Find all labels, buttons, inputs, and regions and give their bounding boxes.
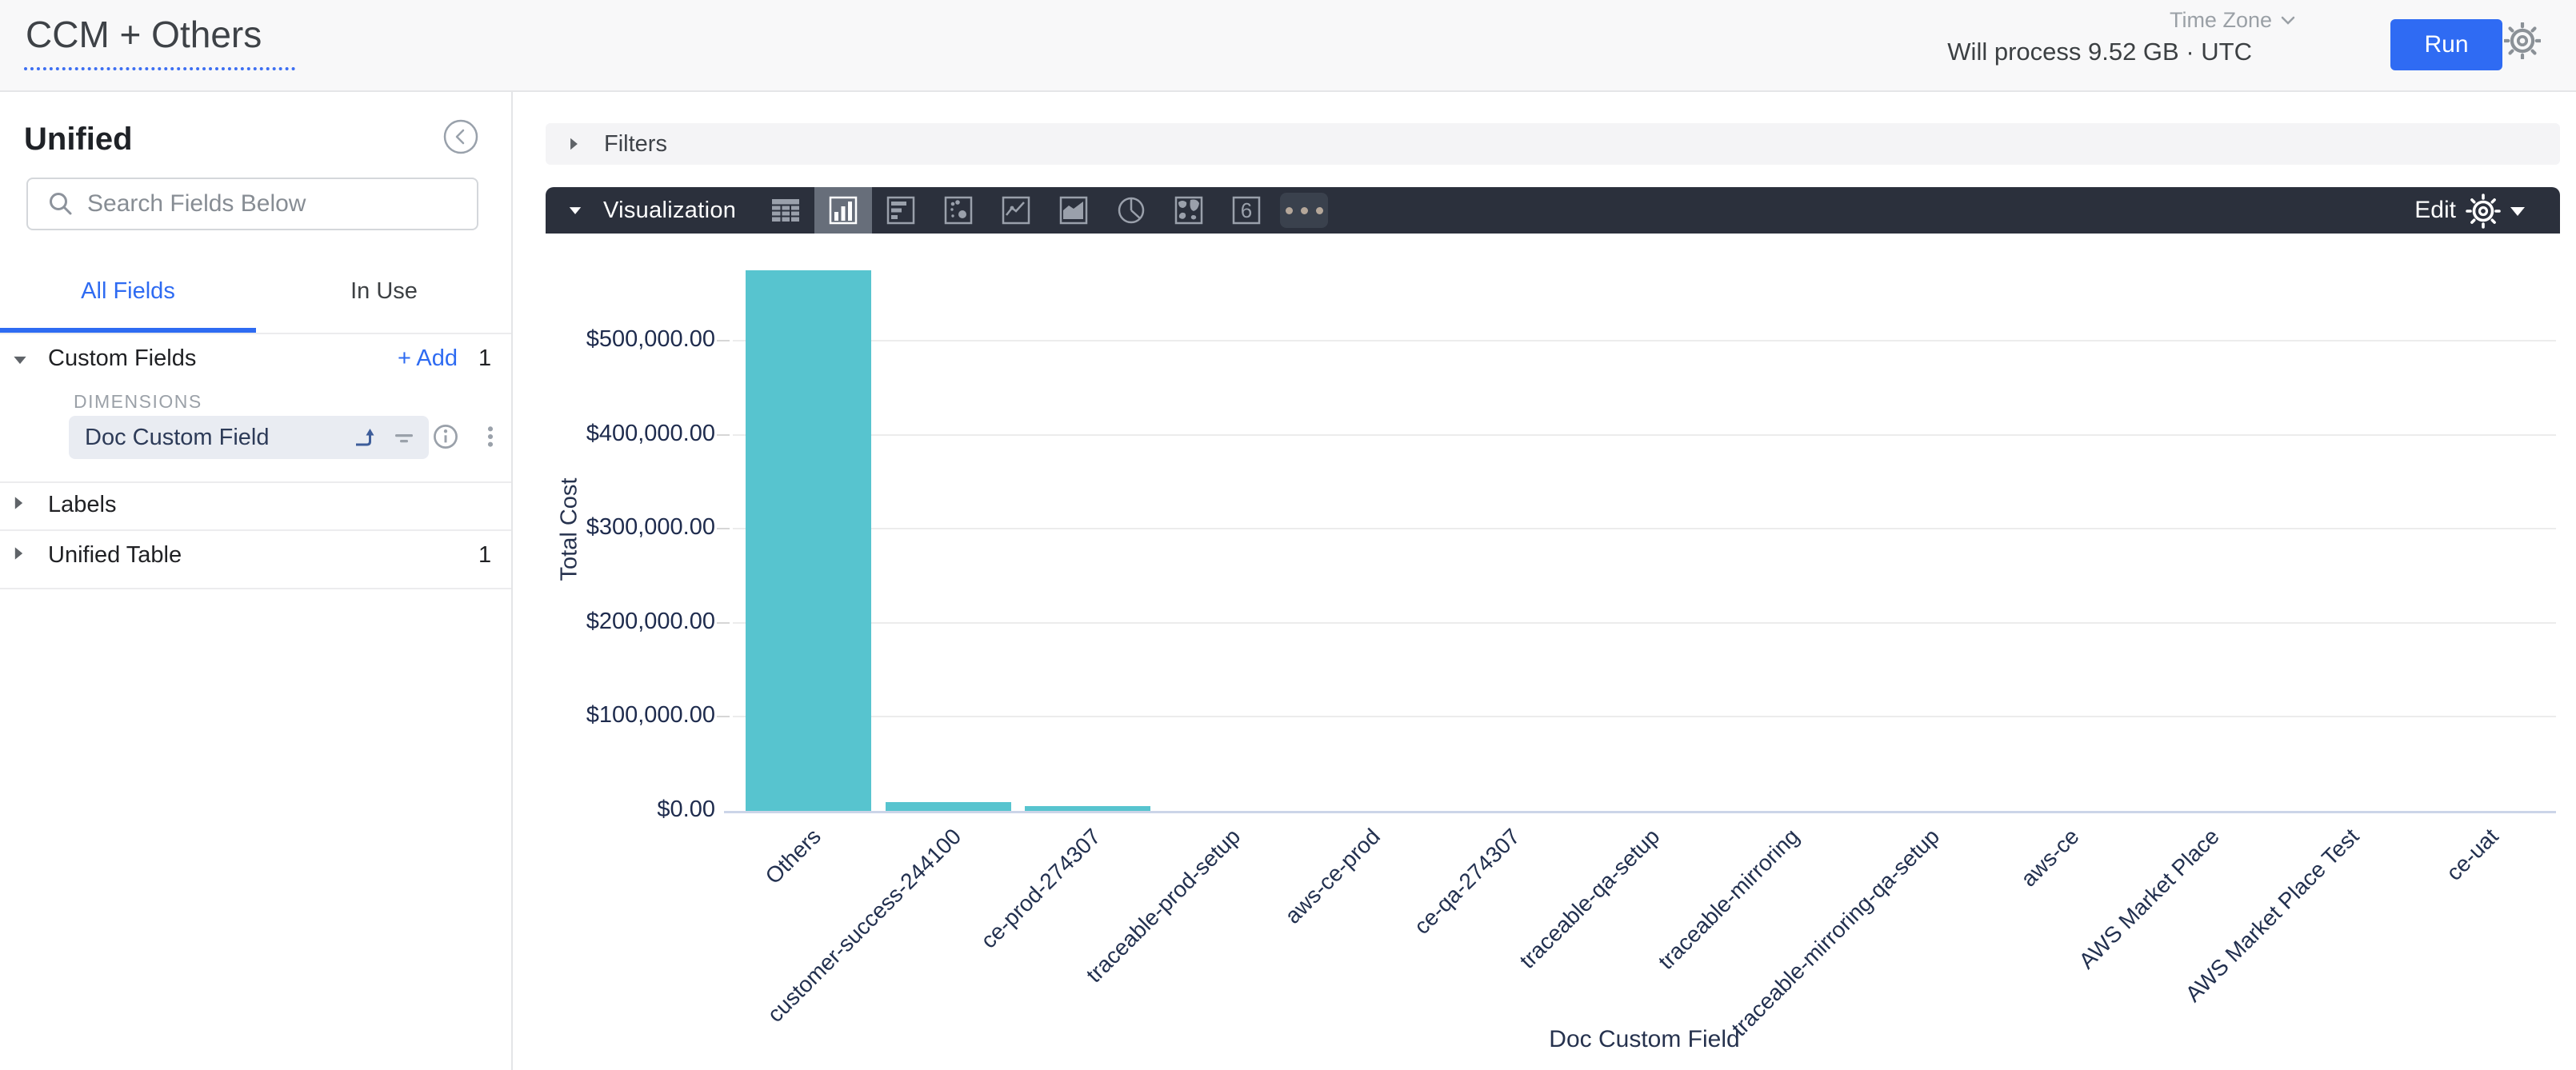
run-button[interactable]: Run [2390, 19, 2502, 70]
grid-line [733, 528, 2556, 530]
custom-fields-count: 1 [478, 345, 492, 371]
search-icon [50, 193, 72, 215]
scatter-chart-icon[interactable] [930, 187, 987, 234]
collapse-sidebar-icon[interactable] [442, 118, 479, 155]
more-chart-types-icon[interactable] [1275, 187, 1333, 234]
divider [0, 529, 511, 531]
visualization-section-toggle[interactable]: Visualization [568, 187, 736, 234]
bar[interactable] [886, 801, 1011, 811]
section-custom-fields[interactable]: Custom Fields [48, 345, 197, 371]
unified-table-count: 1 [478, 542, 492, 568]
column-chart-icon[interactable] [814, 187, 872, 234]
sidebar: Unified All Fields In Use Custom Fields … [0, 92, 513, 1070]
tab-all-fields[interactable]: All Fields [81, 278, 175, 304]
x-axis-baseline [724, 811, 2556, 813]
add-custom-field-button[interactable]: + Add [398, 345, 458, 371]
info-icon[interactable] [432, 423, 459, 450]
page-title: CCM + Others [24, 13, 296, 70]
y-tick-label: $500,000.00 [586, 326, 715, 352]
pivot-field-icon[interactable] [352, 425, 376, 449]
visualization-menu-caret-icon[interactable] [2510, 207, 2525, 216]
x-tick-label: customer-success-244100 [762, 824, 966, 1028]
y-tick-label: $300,000.00 [586, 514, 715, 541]
x-axis-title: Doc Custom Field [1549, 1026, 1740, 1052]
x-tick-label: ce-uat [2441, 824, 2503, 885]
field-doc-custom-field[interactable]: Doc Custom Field [69, 416, 429, 459]
y-axis-title: Total Cost [556, 477, 582, 581]
y-tick-label: $100,000.00 [586, 702, 715, 729]
divider [0, 333, 511, 334]
section-unified-table[interactable]: Unified Table [48, 542, 182, 568]
y-tick-label: $200,000.00 [586, 608, 715, 634]
y-axis-tick [717, 621, 730, 624]
query-meta: Time Zone Will process 9.52 GB · UTC [1947, 8, 2296, 66]
grid-line [733, 621, 2556, 624]
x-tick-label: Others [761, 824, 826, 889]
bar[interactable] [746, 269, 871, 811]
map-chart-icon[interactable] [1160, 187, 1218, 234]
field-search-box [26, 178, 478, 230]
filters-label: Filters [604, 130, 667, 157]
single-value-icon[interactable]: 6 [1218, 187, 1275, 234]
x-tick-label: ce-prod-274307 [976, 824, 1106, 953]
grid-line [733, 433, 2556, 436]
grid-line [733, 340, 2556, 341]
x-tick-label: traceable-qa-setup [1514, 824, 1665, 974]
x-tick-label: traceable-mirroring [1654, 824, 1805, 975]
expand-triangle-filters [570, 138, 578, 150]
x-tick-label: traceable-mirroring-qa-setup [1726, 824, 1945, 1041]
expand-triangle-labels[interactable] [14, 497, 23, 509]
collapse-triangle-custom-fields[interactable] [14, 356, 26, 365]
process-size-info: Will process 9.52 GB · UTC [1947, 38, 2252, 66]
visualization-label: Visualization [603, 197, 737, 223]
dimensions-group-label: DIMENSIONS [74, 391, 202, 412]
field-name: Doc Custom Field [85, 424, 270, 450]
y-axis-tick [717, 433, 730, 436]
y-tick-label: $0.00 [657, 797, 715, 822]
settings-gear-icon[interactable] [2504, 22, 2541, 59]
expand-triangle-unified-table[interactable] [14, 547, 23, 560]
x-tick-label: traceable-prod-setup [1081, 824, 1246, 988]
line-chart-icon[interactable] [987, 187, 1045, 234]
table-chart-icon[interactable] [757, 187, 814, 234]
x-tick-label: aws-ce [2016, 824, 2084, 892]
y-axis-tick [717, 528, 730, 530]
explore-name: Unified [24, 122, 133, 157]
visualization-gear-icon[interactable] [2466, 194, 2501, 229]
chevron-down-icon [2281, 16, 2295, 25]
filters-section-toggle[interactable]: Filters [546, 123, 2560, 165]
bar[interactable] [1025, 806, 1150, 811]
collapse-triangle-visualization [569, 206, 582, 214]
area-chart-icon[interactable] [1045, 187, 1102, 234]
search-input[interactable] [86, 190, 477, 218]
tab-in-use[interactable]: In Use [350, 278, 418, 304]
section-labels[interactable]: Labels [48, 492, 117, 517]
filter-field-icon[interactable] [392, 425, 416, 449]
divider [0, 588, 511, 589]
timezone-label: Time Zone [2169, 8, 2272, 32]
edit-visualization-button[interactable]: Edit [2414, 197, 2456, 223]
chart-type-picker: 6 [757, 187, 1333, 234]
active-tab-underline [0, 328, 256, 333]
timezone-selector[interactable]: Time Zone [1947, 8, 2296, 33]
x-tick-label: AWS Market Place [2074, 824, 2224, 974]
app-header: CCM + Others Time Zone Will process 9.52… [0, 0, 2576, 92]
x-tick-label: ce-qa-274307 [1409, 824, 1525, 940]
pie-chart-icon[interactable] [1102, 187, 1160, 234]
x-tick-label: AWS Market Place Test [2180, 824, 2364, 1007]
x-tick-label: aws-ce-prod [1280, 824, 1386, 928]
y-axis-tick [717, 340, 730, 341]
svg-text:6: 6 [1241, 198, 1252, 222]
bar-chart-icon[interactable] [872, 187, 930, 234]
kebab-menu-icon[interactable] [477, 423, 504, 450]
y-axis-tick [717, 716, 730, 718]
grid-line [733, 716, 2556, 718]
y-tick-label: $400,000.00 [586, 420, 715, 446]
divider [0, 481, 511, 483]
visualization-toolbar: Visualization [546, 187, 2560, 234]
